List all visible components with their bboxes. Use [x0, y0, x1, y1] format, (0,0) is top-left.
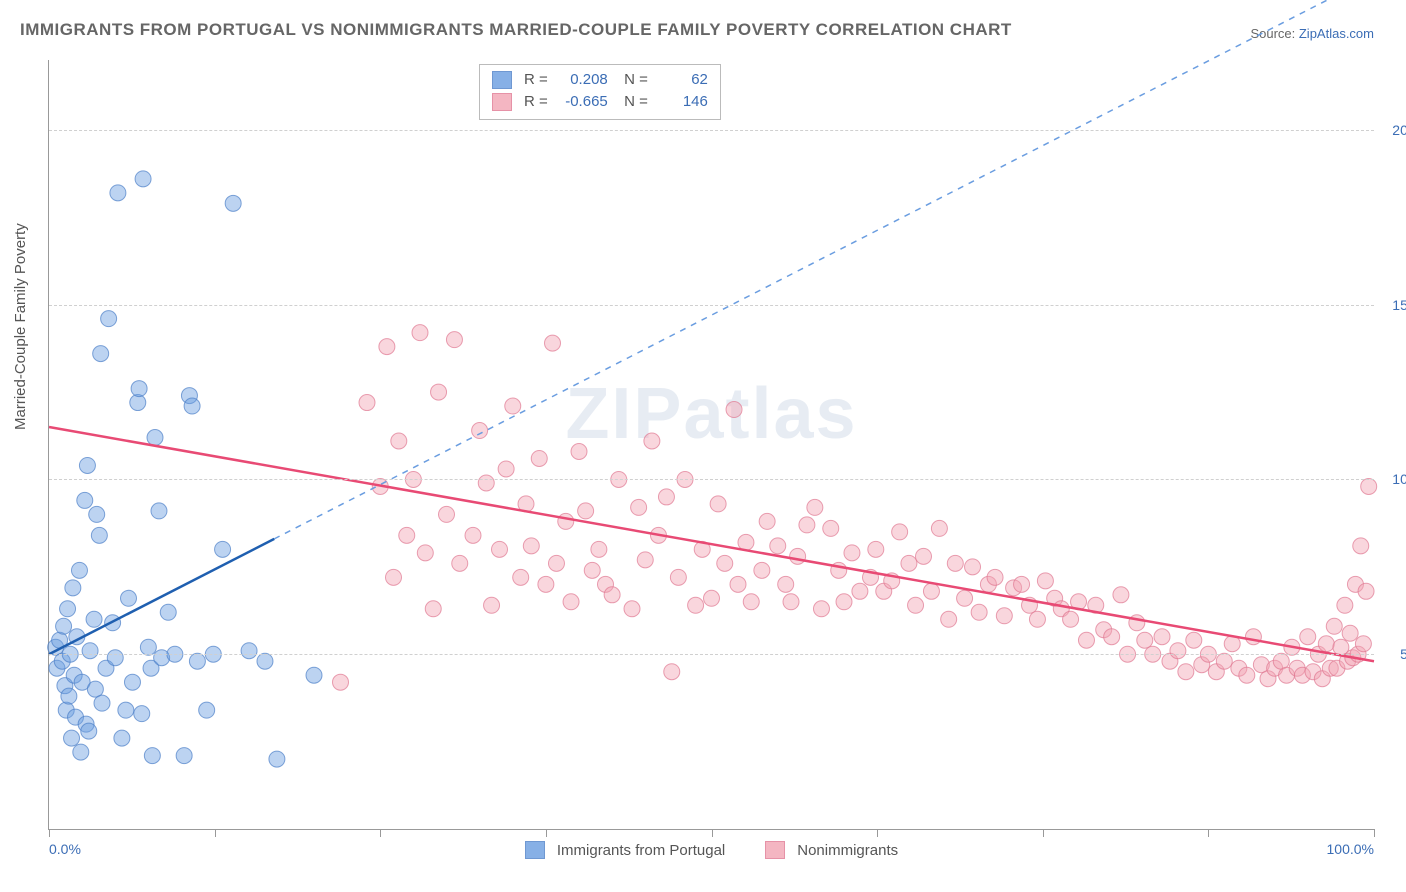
stats-swatch-2: [492, 93, 512, 111]
stats-label-r: R =: [524, 69, 548, 91]
source-link[interactable]: ZipAtlas.com: [1299, 26, 1374, 41]
y-axis-label: Married-Couple Family Poverty: [12, 223, 29, 430]
stats-label-n: N =: [616, 91, 648, 113]
stats-swatch-1: [492, 71, 512, 89]
plot-area: ZIPatlas R = 0.208 N = 62 R = -0.665 N =…: [48, 60, 1374, 830]
source-prefix: Source:: [1250, 26, 1298, 41]
y-tick-label: 20.0%: [1392, 122, 1406, 138]
stats-n-2: 146: [656, 91, 708, 113]
stats-row-series1: R = 0.208 N = 62: [492, 69, 708, 91]
bottom-legend: Immigrants from Portugal Nonimmigrants: [49, 841, 1374, 859]
stats-n-1: 62: [656, 69, 708, 91]
legend-label-1: Immigrants from Portugal: [557, 842, 725, 859]
stats-r-1: 0.208: [556, 69, 608, 91]
legend-swatch-1: [525, 841, 545, 859]
y-tick-label: 5.0%: [1400, 646, 1406, 662]
x-tick-label: 0.0%: [49, 841, 81, 857]
legend-label-2: Nonimmigrants: [797, 842, 898, 859]
x-tick-label: 100.0%: [1327, 841, 1374, 857]
stats-row-series2: R = -0.665 N = 146: [492, 91, 708, 113]
y-tick-label: 15.0%: [1392, 297, 1406, 313]
legend-swatch-2: [765, 841, 785, 859]
stats-r-2: -0.665: [556, 91, 608, 113]
chart-svg: [49, 60, 1374, 829]
source-attribution: Source: ZipAtlas.com: [1250, 26, 1374, 41]
legend-item-1: Immigrants from Portugal: [525, 841, 725, 859]
y-tick-label: 10.0%: [1392, 471, 1406, 487]
stats-label-r: R =: [524, 91, 548, 113]
legend-item-2: Nonimmigrants: [765, 841, 898, 859]
stats-label-n: N =: [616, 69, 648, 91]
chart-title: IMMIGRANTS FROM PORTUGAL VS NONIMMIGRANT…: [20, 20, 1012, 40]
correlation-stats-box: R = 0.208 N = 62 R = -0.665 N = 146: [479, 64, 721, 120]
